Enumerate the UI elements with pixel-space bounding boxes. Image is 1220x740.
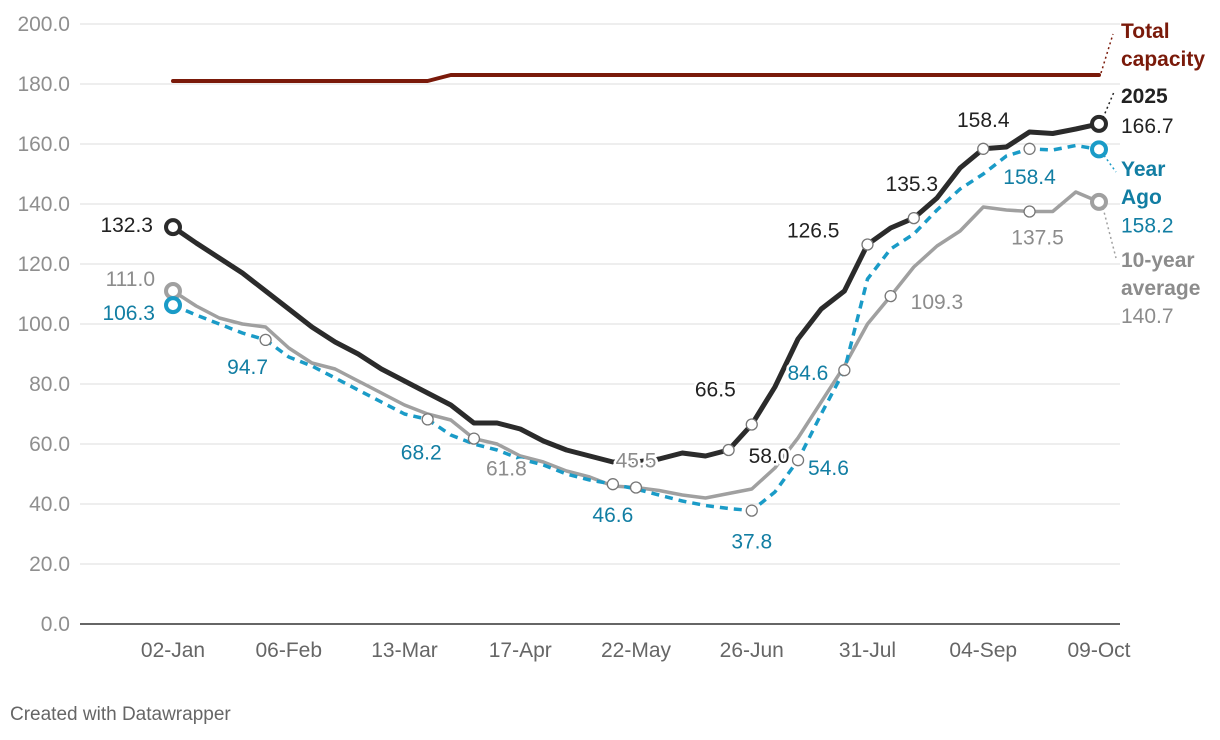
year-ago-marker: [1090, 140, 1108, 159]
y2025-marker: [861, 238, 874, 251]
legend-label-10-year-average: 10-year: [1121, 249, 1195, 272]
ten-year-marker: [1090, 192, 1108, 211]
y-tick-label: 180.0: [17, 73, 70, 96]
y2025-marker: [977, 142, 990, 155]
y-tick-label: 20.0: [29, 553, 70, 576]
legend-label-2025: 2025: [1121, 85, 1168, 108]
legend-label-total-capacity: capacity: [1121, 48, 1205, 71]
year-ago-marker: [791, 454, 805, 467]
year-ago-data-label: 158.2: [1121, 214, 1174, 237]
x-tick-label: 17-Apr: [489, 639, 552, 662]
year-ago-marker: [606, 478, 619, 491]
leader-line: [1102, 207, 1117, 259]
year-ago-data-label: 54.6: [808, 457, 849, 480]
y-tick-label: 160.0: [17, 133, 70, 156]
series-line-total-capacity: [171, 73, 1101, 83]
year-ago-data-label: 84.6: [787, 362, 828, 385]
year-ago-data-label: 158.4: [1003, 166, 1056, 189]
y-tick-label: 40.0: [29, 493, 70, 516]
ten-year-data-label: 137.5: [1011, 227, 1064, 250]
y2025-data-label: 135.3: [886, 173, 939, 196]
leader-line: [1102, 91, 1115, 119]
x-tick-label: 22-May: [601, 639, 672, 662]
year-ago-data-label: 94.7: [227, 356, 268, 379]
y-tick-label: 200.0: [17, 13, 70, 36]
year-ago-marker: [421, 413, 434, 426]
legend-label-year-ago: Year: [1121, 158, 1165, 181]
ten-year-marker: [884, 289, 897, 303]
y2025-data-label: 166.7: [1121, 115, 1174, 138]
y2025-marker: [722, 443, 735, 457]
x-tick-label: 13-Mar: [371, 639, 438, 662]
x-tick-label: 26-Jun: [720, 639, 784, 662]
series-line-2025: [170, 121, 1102, 465]
year-ago-marker: [1023, 142, 1036, 155]
leader-line: [1103, 154, 1117, 173]
ten-year-data-label: 111.0: [106, 268, 155, 291]
leader-line: [1100, 33, 1114, 74]
x-tick-label: 31-Jul: [839, 639, 896, 662]
ten-year-marker: [164, 282, 182, 300]
line-chart: 0.0 20.0 40.0 60.0 80.0 100.0 120.0 140.0 160.0 1…: [17, 13, 1205, 662]
y2025-data-label: 158.4: [957, 109, 1010, 132]
y-tick-label: 120.0: [17, 253, 70, 276]
ten-year-data-label: 61.8: [486, 458, 527, 481]
x-tick-label: 04-Sep: [949, 639, 1017, 662]
year-ago-data-label: 68.2: [401, 441, 442, 464]
y-tick-label: 0.0: [41, 613, 70, 636]
x-tick-label: 02-Jan: [141, 639, 205, 662]
y2025-marker: [745, 418, 758, 431]
y2025-data-label: 58.0: [749, 445, 790, 468]
y2025-marker: [1090, 114, 1108, 133]
legend-label-year-ago: Ago: [1121, 186, 1162, 209]
y-tick-label: 100.0: [17, 313, 70, 336]
legend-label-total-capacity: Total: [1121, 20, 1170, 43]
year-ago-marker: [259, 333, 272, 347]
ten-year-data-label: 45.5: [616, 450, 657, 473]
series-line-year-ago: [172, 143, 1100, 513]
year-ago-data-label: 106.3: [102, 302, 155, 325]
y-tick-label: 140.0: [17, 193, 70, 216]
y-tick-label: 80.0: [29, 373, 70, 396]
x-tick-label: 09-Oct: [1067, 639, 1130, 662]
year-ago-data-label: 46.6: [592, 504, 633, 527]
y-tick-label: 60.0: [29, 433, 70, 456]
year-ago-data-label: 37.8: [731, 531, 772, 554]
legend-label-10-year-average: average: [1121, 277, 1200, 300]
year-ago-marker: [745, 504, 758, 517]
year-ago-marker: [164, 296, 182, 315]
y2025-marker: [164, 218, 182, 237]
footer-credit: Created with Datawrapper: [10, 704, 231, 725]
year-ago-marker: [838, 364, 851, 377]
y2025-data-label: 66.5: [695, 379, 736, 402]
ten-year-data-label: 140.7: [1121, 305, 1174, 328]
x-tick-label: 06-Feb: [255, 639, 322, 662]
y2025-data-label: 126.5: [787, 220, 840, 243]
ten-year-marker: [629, 481, 643, 494]
ten-year-data-label: 109.3: [911, 291, 964, 314]
y2025-marker: [907, 211, 920, 225]
ten-year-marker: [1023, 205, 1036, 218]
ten-year-marker: [467, 432, 481, 445]
y2025-data-label: 132.3: [100, 214, 153, 237]
